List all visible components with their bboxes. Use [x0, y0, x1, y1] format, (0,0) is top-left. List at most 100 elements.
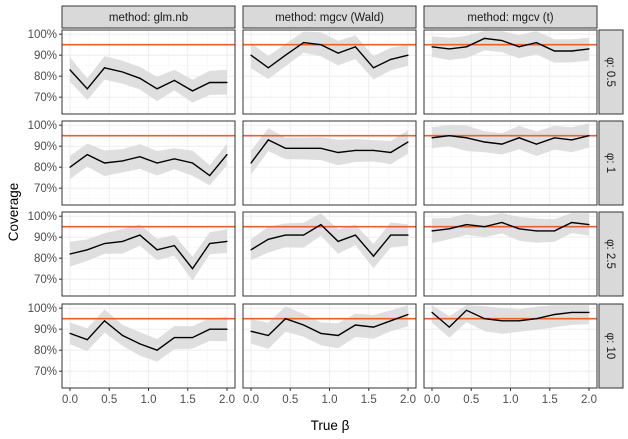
coverage-line — [431, 221, 590, 232]
data-point — [337, 240, 339, 242]
x-tick-label: 1.0 — [141, 394, 157, 406]
row-strip-label: φ: 10 — [604, 333, 616, 360]
data-point — [465, 224, 468, 226]
row-strip — [598, 120, 624, 206]
data-point — [191, 268, 194, 270]
column-strip — [61, 5, 236, 29]
x-tick-label: 0.0 — [243, 394, 259, 406]
x-tick-label: 1.0 — [503, 394, 519, 406]
column-strip — [423, 5, 598, 29]
data-point — [571, 139, 573, 141]
data-point — [121, 334, 124, 337]
data-point — [354, 324, 357, 326]
data-point — [103, 67, 106, 69]
panel-border — [423, 120, 598, 206]
data-point — [191, 162, 194, 164]
data-point — [226, 240, 228, 242]
confidence-band — [251, 31, 408, 80]
panel-border — [423, 211, 598, 297]
panel-border — [423, 29, 598, 115]
data-point — [156, 88, 158, 90]
coverage-line — [250, 41, 409, 69]
data-point — [139, 343, 141, 345]
x-tick-label: 0.5 — [463, 394, 479, 406]
data-point — [535, 42, 538, 44]
data-point — [320, 44, 322, 46]
x-tick-label: 0.5 — [282, 394, 298, 406]
data-point — [518, 46, 520, 48]
data-point — [267, 67, 269, 69]
data-point — [431, 311, 433, 313]
coverage-line — [69, 153, 228, 177]
confidence-band — [70, 143, 227, 186]
panel-border — [61, 120, 236, 206]
data-point — [139, 77, 141, 79]
data-point — [103, 162, 106, 164]
data-point — [86, 88, 88, 90]
confidence-band — [70, 224, 227, 281]
data-point — [518, 137, 520, 139]
x-tick-label: 2.0 — [400, 394, 416, 406]
data-point — [407, 234, 409, 236]
data-point — [465, 137, 468, 139]
column-strip — [242, 5, 417, 29]
data-point — [226, 328, 228, 330]
facet-panel — [242, 211, 417, 297]
data-point — [553, 137, 556, 139]
panel-border — [61, 29, 236, 115]
x-tick-label: 2.0 — [219, 394, 235, 406]
data-point — [501, 320, 503, 322]
data-point — [250, 162, 252, 164]
panel-border — [242, 120, 417, 206]
confidence-band — [251, 305, 408, 349]
facet-panel — [61, 303, 236, 389]
column-strip-label: method: mgcv (t) — [467, 12, 553, 24]
data-point — [191, 90, 194, 92]
column-strip-label: method: mgcv (Wald) — [275, 12, 384, 24]
data-point — [431, 230, 433, 232]
data-point — [320, 332, 322, 334]
facet-panel — [423, 303, 598, 389]
data-point — [518, 320, 520, 322]
data-point — [465, 309, 468, 311]
panel-border — [242, 211, 417, 297]
coverage-line — [250, 313, 409, 337]
panel-border — [242, 29, 417, 115]
row-strip — [598, 29, 624, 115]
data-point — [156, 249, 158, 251]
data-point — [284, 147, 287, 149]
data-point — [209, 328, 211, 330]
data-point — [209, 242, 211, 245]
data-point — [86, 339, 88, 341]
data-point — [226, 81, 228, 84]
y-tick-label: 90% — [34, 324, 57, 336]
y-tick-label: 80% — [34, 162, 57, 174]
facet-panel — [423, 29, 598, 115]
data-point — [407, 141, 409, 143]
row-strip-label: φ: 2.5 — [604, 239, 616, 269]
y-tick-label: 70% — [34, 183, 57, 195]
x-tick-label: 0.0 — [62, 394, 78, 406]
data-point — [390, 234, 392, 236]
data-point — [483, 141, 486, 143]
data-point — [431, 137, 433, 139]
y-tick-label: 80% — [34, 345, 57, 357]
x-tick-label: 1.0 — [322, 394, 338, 406]
confidence-band — [70, 56, 227, 103]
data-point — [302, 324, 305, 326]
y-tick-label: 80% — [34, 253, 57, 265]
data-point — [86, 249, 88, 251]
data-point — [139, 234, 141, 236]
data-point — [86, 154, 88, 156]
data-point — [354, 234, 357, 236]
row-strip — [598, 303, 624, 389]
coverage-line — [69, 67, 227, 92]
data-point — [173, 337, 176, 339]
data-point — [69, 166, 71, 168]
data-point — [390, 320, 392, 322]
data-point — [571, 311, 573, 313]
row-strip-label: φ: 1 — [604, 153, 616, 173]
data-point — [535, 318, 538, 320]
data-point — [448, 326, 450, 328]
